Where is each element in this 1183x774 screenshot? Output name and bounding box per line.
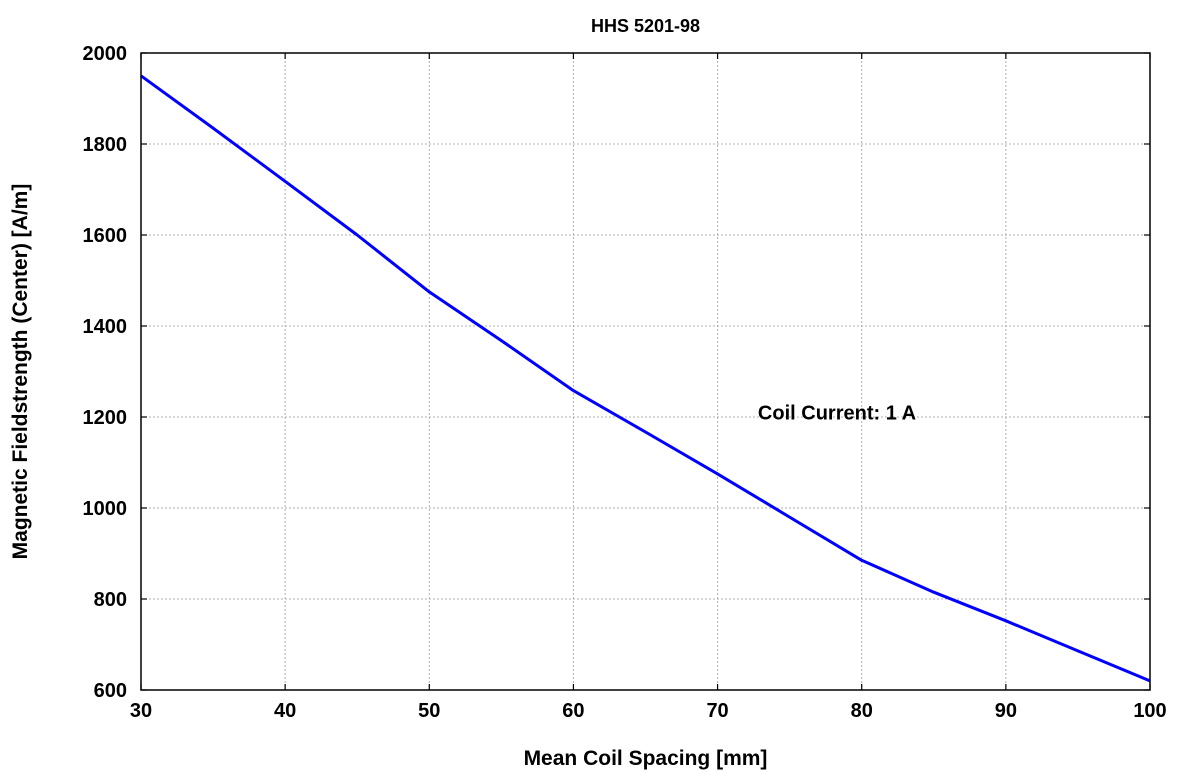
y-tick-label: 1000 xyxy=(83,498,128,520)
x-tick-label: 70 xyxy=(706,700,728,722)
x-axis-title: Mean Coil Spacing [mm] xyxy=(524,747,768,770)
tick-layer: 30 40 50 60 70 80 90 100 600 800 1000 1200 1400 1600 1… xyxy=(83,43,1167,722)
x-tick-label: 80 xyxy=(851,700,873,722)
y-tick-label: 2000 xyxy=(83,43,128,65)
x-tick-label: 40 xyxy=(274,700,296,722)
chart-title: HHS 5201-98 xyxy=(591,16,700,36)
y-tick-label: 1200 xyxy=(83,407,128,429)
series-line-0 xyxy=(140,74,1151,683)
y-tick-label: 800 xyxy=(94,589,127,611)
series-layer xyxy=(140,74,1151,683)
x-tick-label: 60 xyxy=(562,700,584,722)
y-tick-label: 1400 xyxy=(83,316,128,338)
plot-frame xyxy=(140,52,1151,691)
x-tick-label: 90 xyxy=(995,700,1017,722)
x-tick-label: 50 xyxy=(418,700,440,722)
grid-layer xyxy=(141,53,1150,690)
annotation-coil-current: Coil Current: 1 A xyxy=(758,402,916,424)
y-tick-label: 1800 xyxy=(83,134,128,156)
y-tick-label: 600 xyxy=(94,680,127,702)
y-tick-label: 1600 xyxy=(83,225,128,247)
y-axis-title: Magnetic Fieldstrength (Center) [A/m] xyxy=(9,184,32,560)
x-tick-label: 100 xyxy=(1133,700,1166,722)
x-tick-label: 30 xyxy=(130,700,152,722)
